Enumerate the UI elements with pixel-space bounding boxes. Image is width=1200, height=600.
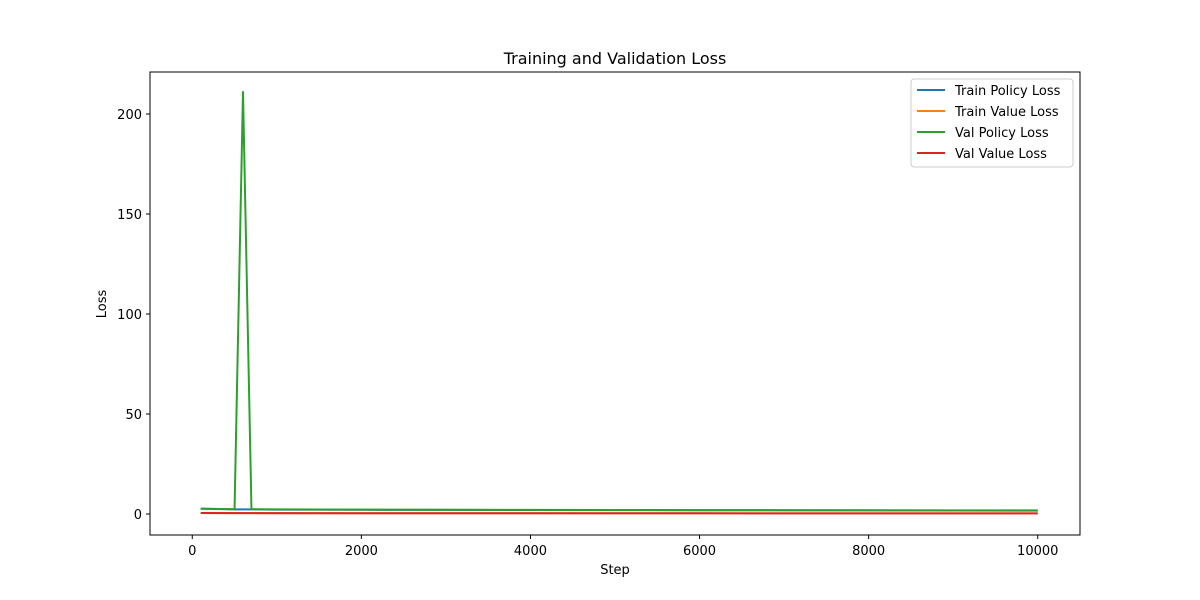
legend-label-3: Val Value Loss [955,147,1047,162]
x-tick-label-5: 10000 [1017,544,1058,559]
y-tick-label-2: 100 [117,308,142,323]
chart-title: Training and Validation Loss [503,49,727,68]
x-tick-label-3: 6000 [683,544,716,559]
x-tick-label-0: 0 [188,544,196,559]
legend-box [910,78,1074,168]
legend-label-2: Val Policy Loss [955,126,1049,141]
y-tick-label-1: 50 [125,408,142,423]
y-axis-label: Loss [95,290,110,319]
x-tick-label-2: 4000 [514,544,547,559]
series-layer [200,91,1038,515]
series-line-2 [200,91,1038,512]
plot-area [149,71,1081,536]
y-tick-label-3: 150 [117,208,142,223]
y-tick-label-0: 0 [134,508,142,523]
ticks-layer: 0 2000 4000 6000 8000 10000 0 50 100 150 200 [117,108,1058,559]
legend-label-0: Train Policy Loss [954,84,1061,99]
x-tick-label-1: 2000 [345,544,378,559]
legend-label-1: Train Value Loss [954,105,1059,120]
y-tick-label-4: 200 [117,108,142,123]
x-axis-label: Step [600,563,630,578]
x-tick-label-4: 8000 [852,544,885,559]
legend: Train Policy Loss Train Value Loss Val Pol… [910,78,1074,168]
